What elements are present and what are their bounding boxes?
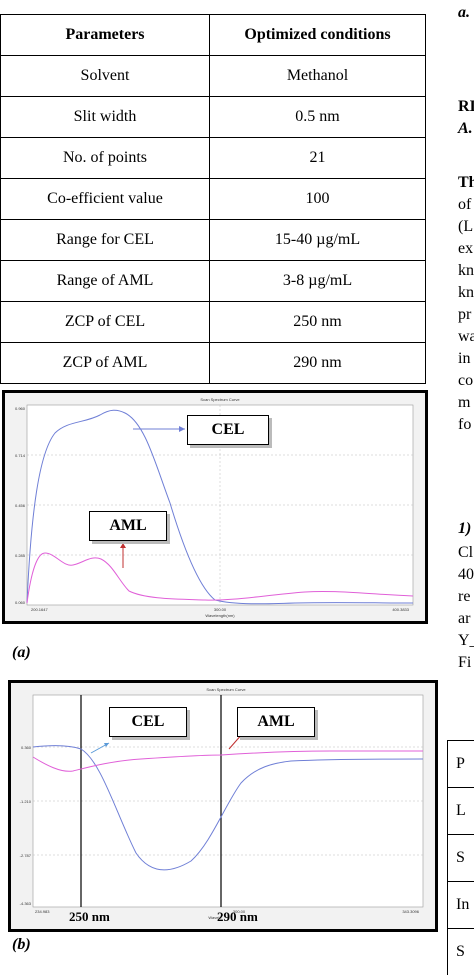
table-row: Co-efficient value 100 (0, 178, 426, 220)
parameters-table: Parameters Optimized conditions Solvent M… (0, 14, 426, 384)
figure-b-frame: Scan Spectrum Curve 0.360 -1.210 -2.787 … (8, 680, 438, 932)
figure-a-cel-callout: CEL (187, 415, 269, 445)
figure-b-ytick: 0.360 (21, 745, 32, 750)
figure-a-xtick: 200.1647 (31, 607, 48, 612)
figure-b-xtick: 234.983 (35, 909, 50, 914)
value-cell: 21 (209, 137, 426, 179)
value-cell: 0.5 nm (209, 96, 426, 138)
figure-b-plot-title: Scan Spectrum Curve (206, 687, 246, 692)
param-cell: Slit width (0, 96, 210, 138)
param-cell: Co-efficient value (0, 178, 210, 220)
figure-a-frame: Scan Spectrum Curve 0.960 0.714 0.456 0.… (2, 390, 428, 624)
table-row: Range for CEL 15-40 µg/mL (0, 219, 426, 261)
paragraph-fragment-2: Cl 40 re ar Y_ Fi (458, 544, 474, 671)
figure-a-plot-title: Scan Spectrum Curve (200, 397, 240, 402)
value-cell: Methanol (209, 55, 426, 97)
figure-a-xtick: 400.3833 (392, 607, 409, 612)
figure-b-xtick: 343.3096 (402, 909, 419, 914)
table-row: No. of points 21 (0, 137, 426, 179)
figure-a-aml-curve (26, 552, 414, 604)
figure-b-zcp-aml-label: 290 nm (217, 909, 258, 924)
table-row: ZCP of CEL 250 nm (0, 301, 426, 343)
header-optimized-conditions: Optimized conditions (209, 14, 426, 56)
subsection-fragment: 1) (458, 520, 472, 537)
figure-a-xtick: 300.00 (214, 607, 227, 612)
figure-b-grid (33, 746, 423, 856)
param-cell: Range for CEL (0, 219, 210, 261)
value-cell: 100 (209, 178, 426, 220)
results-heading-fragment: RI (458, 98, 474, 115)
figure-b-cel-arrowhead (104, 743, 109, 747)
table-header-row: Parameters Optimized conditions (0, 14, 426, 56)
param-cell: ZCP of CEL (0, 301, 210, 343)
value-cell: 3-8 µg/mL (209, 260, 426, 302)
paragraph-fragment-1: Th of (L ex kn kn pr wa in co m fo (458, 174, 474, 433)
figure-a-ytick: 0.456 (15, 503, 26, 508)
param-cell: No. of points (0, 137, 210, 179)
figure-a-ytick: 0.960 (15, 406, 26, 411)
figure-a-cel-curve (26, 409, 414, 605)
param-cell: Range of AML (0, 260, 210, 302)
table-row: Solvent Methanol (0, 55, 426, 97)
figure-b-label: (b) (12, 936, 31, 953)
figure-a-ytick: 0.060 (15, 600, 26, 605)
value-cell: 250 nm (209, 301, 426, 343)
figure-b-ytick: -2.787 (20, 853, 32, 858)
table-fragment: P L S In S (447, 740, 474, 975)
figure-b-zcp-cel-label: 250 nm (69, 909, 110, 924)
figure-b-aml-callout: AML (237, 707, 315, 737)
section-fragment: a. (458, 4, 470, 21)
figure-a-ytick: 0.714 (15, 453, 26, 458)
figure-b-plot-area (32, 694, 424, 908)
figure-b-xlabel: Wavele (208, 915, 222, 920)
param-cell: ZCP of AML (0, 342, 210, 384)
subheading-fragment: A. (458, 120, 473, 137)
figure-b-xtick: 300.00 (233, 909, 246, 914)
figure-a-aml-arrowhead (120, 543, 126, 548)
figure-b-spectrum: Scan Spectrum Curve 0.360 -1.210 -2.787 … (11, 683, 435, 929)
param-cell: Solvent (0, 55, 210, 97)
figure-b-cel-callout: CEL (109, 707, 187, 737)
figure-a-label: (a) (12, 644, 31, 661)
header-parameters: Parameters (0, 14, 210, 56)
figure-b-cel-curve (32, 745, 424, 871)
figure-b-ytick: -4.363 (20, 901, 32, 906)
figure-b-aml-curve (32, 750, 423, 772)
table-row: Slit width 0.5 nm (0, 96, 426, 138)
value-cell: 15-40 µg/mL (209, 219, 426, 261)
table-row: Range of AML 3-8 µg/mL (0, 260, 426, 302)
figure-a-xlabel: Wavelength(nm) (205, 613, 235, 618)
figure-b-ytick: -1.210 (20, 799, 32, 804)
figure-a-aml-callout: AML (89, 511, 167, 541)
figure-a-ytick: 0.285 (15, 553, 26, 558)
value-cell: 290 nm (209, 342, 426, 384)
figure-a-cel-arrowhead (179, 426, 185, 432)
table-row: ZCP of AML 290 nm (0, 342, 426, 384)
